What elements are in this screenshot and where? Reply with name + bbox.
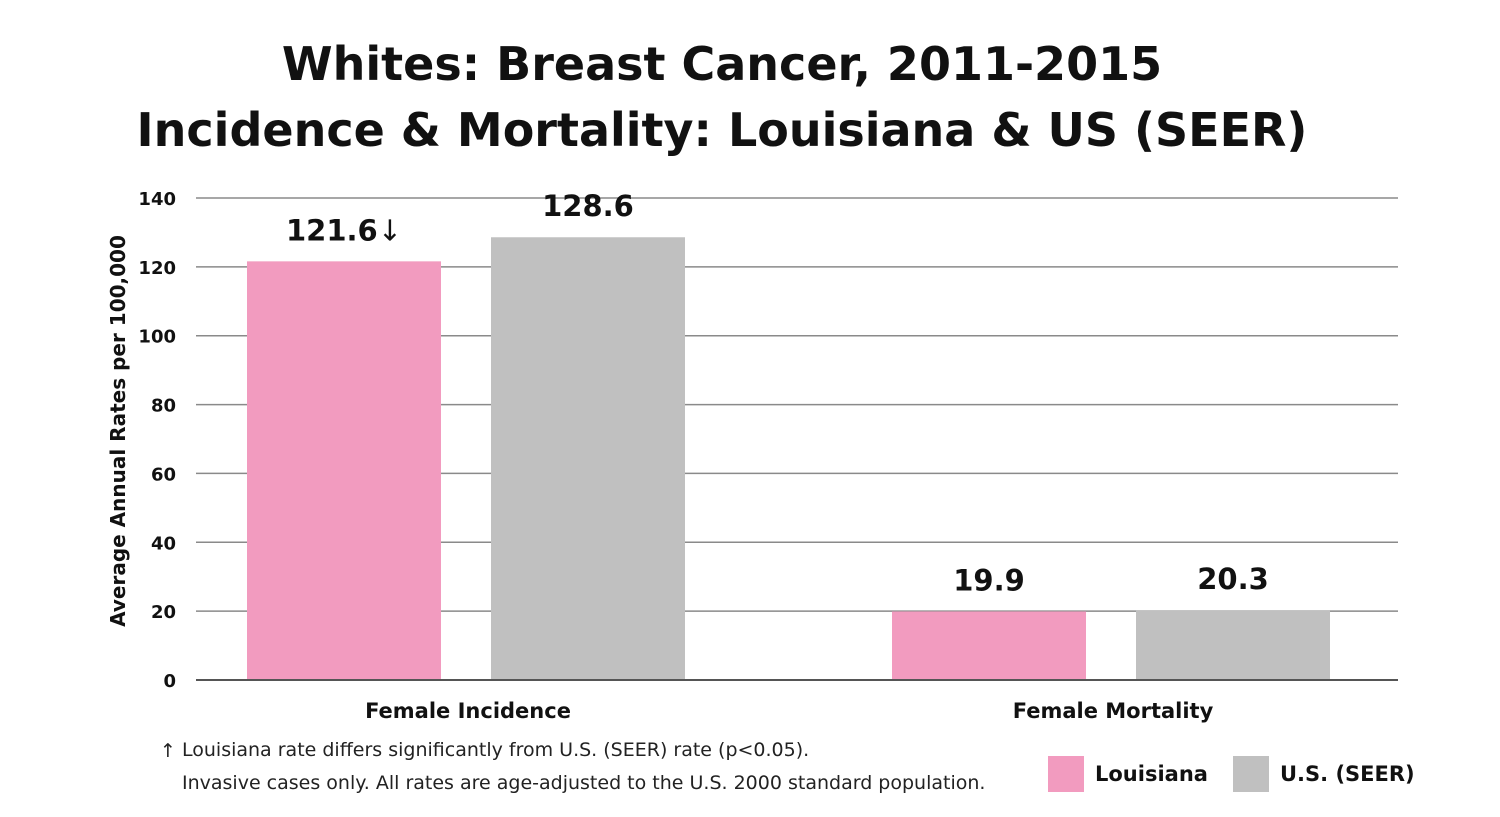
chart-title-line1: Whites: Breast Cancer, 2011-2015 xyxy=(282,37,1162,91)
legend: Louisiana U.S. (SEER) xyxy=(1048,756,1415,792)
bars xyxy=(247,237,1330,680)
chart-title-line2: Incidence & Mortality: Louisiana & US (S… xyxy=(137,103,1308,157)
footnote-symbol: ↑ xyxy=(160,740,176,762)
y-tick-label-40: 40 xyxy=(151,533,176,554)
value-label-female-mortality-u-s-seer: 20.3 xyxy=(1197,562,1269,596)
significance-marker: ↓ xyxy=(378,213,402,247)
value-text: 19.9 xyxy=(953,563,1025,597)
legend-swatch-louisiana xyxy=(1048,756,1084,792)
y-axis-label: Average Annual Rates per 100,000 xyxy=(106,235,130,627)
y-tick-label-120: 120 xyxy=(138,258,176,279)
footnote-line1: Louisiana rate differs significantly fro… xyxy=(182,739,809,761)
y-tick-label-140: 140 xyxy=(138,189,176,210)
value-text: 121.6 xyxy=(286,213,378,247)
x-category-female-incidence: Female Incidence xyxy=(365,699,571,723)
legend-swatch-u-s-seer xyxy=(1233,756,1269,792)
bar-female-incidence-u-s-seer xyxy=(491,237,685,680)
x-axis-categories: Female Incidence Female Mortality xyxy=(365,699,1214,723)
y-tick-label-0: 0 xyxy=(163,671,176,692)
value-text: 128.6 xyxy=(542,189,634,223)
value-label-female-incidence-u-s-seer: 128.6 xyxy=(542,189,634,223)
value-label-female-incidence-louisiana: 121.6↓ xyxy=(286,213,402,247)
y-tick-label-60: 60 xyxy=(151,464,176,485)
y-tick-label-100: 100 xyxy=(138,327,176,348)
value-labels: 121.6↓ 128.6 19.9 20.3 xyxy=(286,189,1269,597)
x-category-female-mortality: Female Mortality xyxy=(1013,699,1214,723)
bar-female-mortality-u-s-seer xyxy=(1136,610,1330,680)
legend-label-u-s-seer: U.S. (SEER) xyxy=(1280,762,1415,786)
value-text: 20.3 xyxy=(1197,562,1269,596)
y-tick-label-20: 20 xyxy=(151,602,176,623)
value-label-female-mortality-louisiana: 19.9 xyxy=(953,563,1025,597)
bar-female-mortality-louisiana xyxy=(892,611,1086,680)
legend-label-louisiana: Louisiana xyxy=(1095,762,1208,786)
bar-female-incidence-louisiana xyxy=(247,261,441,680)
y-axis-ticks: 0 20 40 60 80 100 120 140 xyxy=(138,189,176,692)
footnote-line2: Invasive cases only. All rates are age-a… xyxy=(182,772,985,794)
y-tick-label-80: 80 xyxy=(151,396,176,417)
